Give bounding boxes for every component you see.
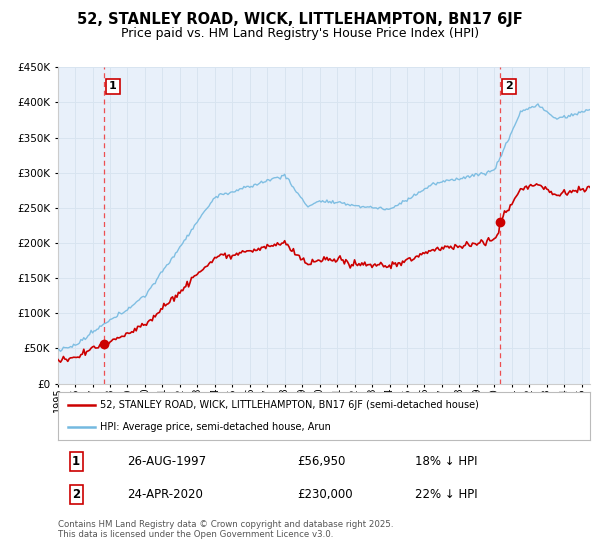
Text: 52, STANLEY ROAD, WICK, LITTLEHAMPTON, BN17 6JF (semi-detached house): 52, STANLEY ROAD, WICK, LITTLEHAMPTON, B…: [100, 400, 479, 410]
Text: 2: 2: [72, 488, 80, 501]
Text: Contains HM Land Registry data © Crown copyright and database right 2025.
This d: Contains HM Land Registry data © Crown c…: [58, 520, 393, 539]
Text: £230,000: £230,000: [298, 488, 353, 501]
Text: £56,950: £56,950: [298, 455, 346, 468]
Text: 26-AUG-1997: 26-AUG-1997: [127, 455, 206, 468]
Text: 2: 2: [505, 81, 513, 91]
Text: 1: 1: [109, 81, 117, 91]
Text: 24-APR-2020: 24-APR-2020: [127, 488, 203, 501]
Text: Price paid vs. HM Land Registry's House Price Index (HPI): Price paid vs. HM Land Registry's House …: [121, 27, 479, 40]
Text: HPI: Average price, semi-detached house, Arun: HPI: Average price, semi-detached house,…: [100, 422, 331, 432]
Text: 1: 1: [72, 455, 80, 468]
Text: 22% ↓ HPI: 22% ↓ HPI: [415, 488, 477, 501]
Text: 52, STANLEY ROAD, WICK, LITTLEHAMPTON, BN17 6JF: 52, STANLEY ROAD, WICK, LITTLEHAMPTON, B…: [77, 12, 523, 27]
Text: 18% ↓ HPI: 18% ↓ HPI: [415, 455, 477, 468]
